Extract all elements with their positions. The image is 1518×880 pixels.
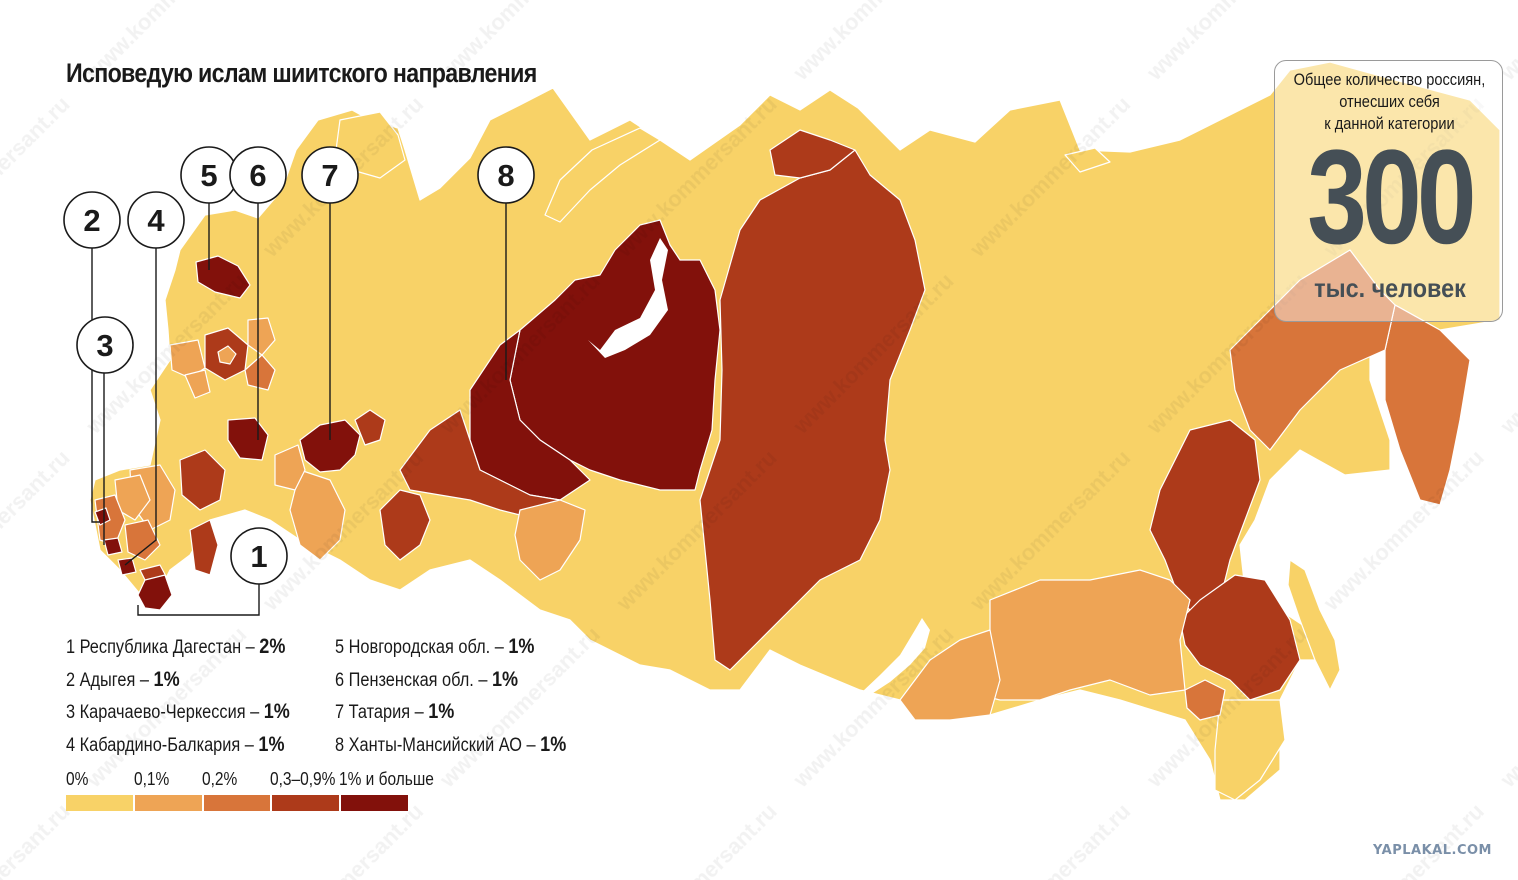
callout-4: 4 [127,191,185,249]
callout-6: 6 [229,146,287,204]
region-item-8-value: 1% [540,732,567,756]
source-watermark: YAPLAKAL.COM [1373,843,1492,858]
region-item-7-value: 1% [428,700,455,723]
region-item-2-label: 2 Адыгея – [66,669,154,691]
total-unit: тыс. человек [1314,273,1466,303]
callout-3: 3 [76,316,134,374]
scale-labels: 0% 0,1% 0,2% 0,3–0,9% 1% и больше [66,769,434,793]
region-item-8: 8 Ханты-Мансийский АО – 1% [335,729,566,762]
callout-1: 1 [230,527,288,585]
scale-swatch-1 [134,795,204,811]
callout-4-label: 4 [147,203,165,238]
callout-5: 5 [180,146,238,204]
region-item-5-value: 1% [508,635,535,658]
total-caption-line-2: отнесших себя [1339,92,1440,111]
scale-swatch-2 [203,795,273,811]
callout-6-label: 6 [249,158,266,193]
leader-1 [137,580,260,616]
callout-5-label: 5 [200,158,217,193]
region-item-1-value: 2% [259,635,286,658]
region-item-4-value: 1% [258,732,285,756]
scale-bar [66,795,408,811]
region-item-1: 1 Республика Дагестан – 2% [66,631,290,664]
callout-3-label: 3 [96,328,113,363]
total-caption-line-3: к данной категории [1324,114,1455,133]
regions-list-right: 5 Новгородская обл. – 1% 6 Пензенская об… [335,631,566,761]
scale-label-0: 0% [66,769,89,789]
scale-swatch-4 [341,795,408,811]
callout-7-label: 7 [321,158,338,193]
scale-swatch-3 [272,795,342,811]
region-item-4-label: 4 Кабардино-Балкария – [66,734,259,756]
callout-7: 7 [301,146,359,204]
region-item-6: 6 Пензенская обл. – 1% [335,664,566,697]
region-item-1-label: 1 Республика Дагестан – [66,637,260,658]
callout-circles: 1 2 3 4 5 6 7 8 [63,146,535,585]
region-item-6-value: 1% [492,667,519,691]
callout-2: 2 [63,191,121,249]
region-item-5-label: 5 Новгородская обл. – [335,637,509,658]
color-scale-legend: 0% 0,1% 0,2% 0,3–0,9% 1% и больше [66,769,434,811]
leader-4 [124,244,157,566]
callout-1-label: 1 [250,539,267,574]
total-caption-line-1: Общее количество россиян, [1293,70,1486,89]
map-title: Исповедую ислам шиитского направления [66,58,537,88]
total-number: 300 [1307,123,1476,272]
region-item-4: 4 Кабардино-Балкария – 1% [66,729,290,762]
regions-list-left: 1 Республика Дагестан – 2% 2 Адыгея – 1%… [66,631,290,761]
callout-8-label: 8 [497,158,514,193]
callout-8: 8 [477,146,535,204]
total-caption: Общее количество россиян, отнесших себя … [1275,69,1504,135]
scale-label-1: 0,1% [134,769,170,789]
region-item-3-value: 1% [263,700,290,723]
region-item-6-label: 6 Пензенская обл. – [335,669,493,691]
region-item-3-label: 3 Карачаево-Черкессия – [66,702,264,723]
region-item-5: 5 Новгородская обл. – 1% [335,631,566,664]
region-item-2-value: 1% [153,667,180,691]
region-item-7-label: 7 Татария – [335,702,429,723]
region-item-8-label: 8 Ханты-Мансийский АО – [335,734,541,756]
scale-label-2: 0,2% [202,769,238,789]
callout-2-label: 2 [83,203,100,238]
scale-label-4: 1% и больше [339,769,434,789]
scale-label-3: 0,3–0,9% [270,769,336,789]
region-item-3: 3 Карачаево-Черкессия – 1% [66,696,290,729]
region-item-7: 7 Татария – 1% [335,696,566,729]
scale-swatch-0 [66,795,135,811]
region-item-2: 2 Адыгея – 1% [66,664,290,697]
total-count-box: Общее количество россиян, отнесших себя … [1274,60,1503,322]
